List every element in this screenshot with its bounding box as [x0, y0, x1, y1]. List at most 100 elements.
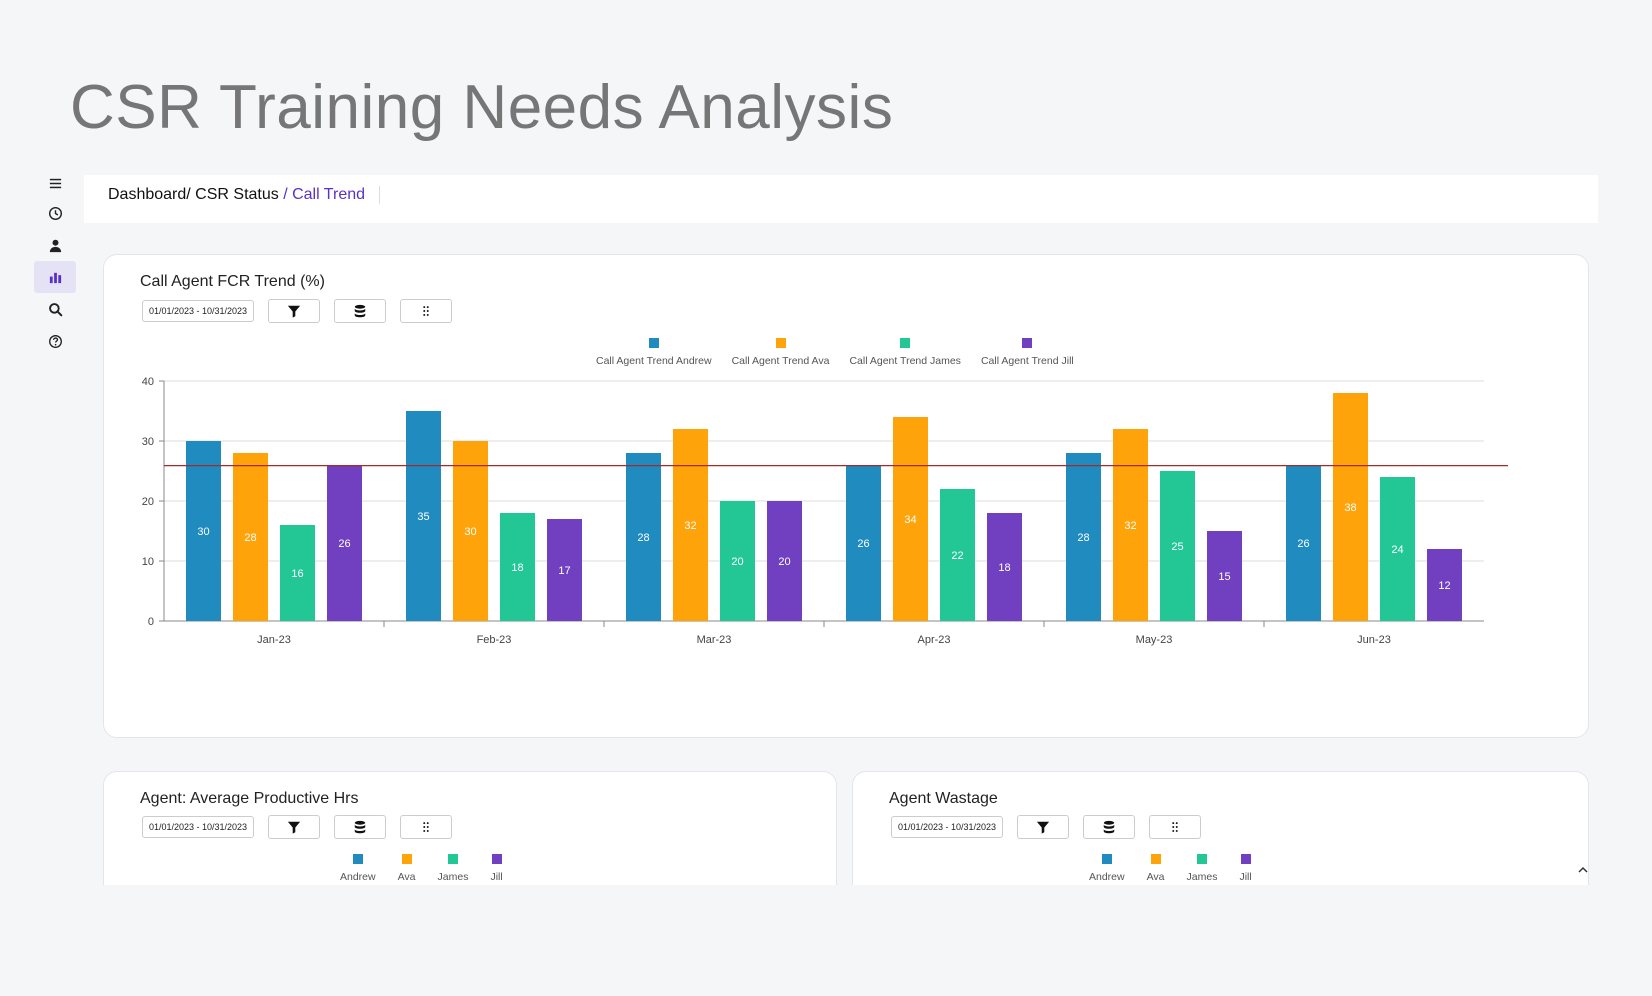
date-range-picker[interactable]: 01/01/2023 - 10/31/2023 [142, 300, 254, 322]
data-source-button[interactable] [334, 299, 386, 323]
x-tick-label: Jan-23 [257, 634, 291, 646]
database-icon [354, 820, 366, 834]
legend-label: Call Agent Trend Ava [731, 355, 830, 367]
sidebar-item-history[interactable] [34, 197, 76, 229]
bar [893, 417, 928, 621]
card-controls: 01/01/2023 - 10/31/2023 [142, 299, 452, 323]
drag-handle-button[interactable] [1149, 815, 1201, 839]
bar-data-label: 30 [464, 526, 476, 538]
legend-item-james[interactable]: Call Agent Trend James [849, 338, 961, 367]
bar-data-label: 18 [998, 562, 1010, 574]
card-title: Agent Wastage [889, 790, 998, 807]
menu-icon [49, 178, 61, 188]
bar [1286, 465, 1321, 621]
sidebar-item-help[interactable] [34, 325, 76, 357]
bar [940, 489, 975, 621]
legend-item-ava[interactable]: Call Agent Trend Ava [731, 338, 830, 367]
legend-label: James [1186, 871, 1218, 883]
x-tick-label: Feb-23 [477, 634, 512, 646]
legend-item-jill[interactable]: Call Agent Trend Jill [981, 338, 1074, 367]
y-tick-label: 30 [142, 436, 154, 448]
chevron-up-icon [1578, 866, 1588, 873]
x-tick-label: Mar-23 [697, 634, 732, 646]
legend-swatch [1150, 854, 1161, 864]
database-icon [354, 304, 366, 318]
page-title: CSR Training Needs Analysis [70, 73, 894, 142]
legend-swatch [1240, 854, 1251, 864]
legend-item-ava[interactable]: Ava [398, 854, 416, 883]
breadcrumb-call-trend: / Call Trend [278, 186, 366, 203]
legend-item-ava[interactable]: Ava [1147, 854, 1165, 883]
bar [453, 441, 488, 621]
bar-data-label: 34 [904, 514, 916, 526]
sidebar-item-agents[interactable] [34, 229, 76, 261]
breadcrumb-dashboard[interactable]: Dashboard/ [108, 186, 191, 203]
bar [1333, 393, 1368, 621]
drag-handle-button[interactable] [400, 299, 452, 323]
bar [626, 453, 661, 621]
bar-data-label: 30 [197, 526, 209, 538]
bar [767, 501, 802, 621]
y-tick-label: 20 [142, 496, 154, 508]
legend-swatch [775, 338, 786, 348]
chart-legend: Call Agent Trend Andrew Call Agent Trend… [596, 338, 1074, 367]
legend-item-andrew[interactable]: Andrew [340, 854, 376, 883]
bar [500, 513, 535, 621]
bar [1427, 549, 1462, 621]
drag-handle-button[interactable] [400, 815, 452, 839]
bar-data-label: 32 [1124, 520, 1136, 532]
bar [1380, 477, 1415, 621]
x-tick-label: May-23 [1136, 634, 1173, 646]
sidebar-item-menu[interactable] [34, 169, 76, 197]
bar-data-label: 28 [637, 532, 649, 544]
app-window: Dashboard/ CSR Status / Call Trend Call … [34, 175, 1598, 885]
date-range-picker[interactable]: 01/01/2023 - 10/31/2023 [891, 816, 1003, 838]
bar [673, 429, 708, 621]
legend-swatch [401, 854, 412, 864]
bar-data-label: 24 [1391, 544, 1403, 556]
bar [1066, 453, 1101, 621]
bar-data-label: 26 [857, 538, 869, 550]
legend-item-james[interactable]: James [438, 854, 468, 883]
scroll-up-button[interactable] [1578, 863, 1588, 877]
bar-data-label: 15 [1218, 571, 1230, 583]
legend-item-jill[interactable]: Jill [490, 854, 503, 883]
sidebar-item-search[interactable] [34, 293, 76, 325]
bar-data-label: 32 [684, 520, 696, 532]
legend-swatch [900, 338, 911, 348]
database-icon [1103, 820, 1115, 834]
chart-legend: Andrew Ava James Jill [1089, 854, 1252, 883]
card-title: Call Agent FCR Trend (%) [140, 273, 325, 290]
legend-item-andrew[interactable]: Andrew [1089, 854, 1125, 883]
y-tick-label: 40 [142, 376, 154, 388]
legend-item-jill[interactable]: Jill [1239, 854, 1252, 883]
bar-data-label: 18 [511, 562, 523, 574]
data-source-button[interactable] [334, 815, 386, 839]
bar [280, 525, 315, 621]
legend-item-andrew[interactable]: Call Agent Trend Andrew [596, 338, 712, 367]
bar [720, 501, 755, 621]
bar [1113, 429, 1148, 621]
help-icon [48, 334, 62, 348]
breadcrumb-csr-status[interactable]: CSR Status [190, 186, 279, 203]
user-icon [49, 239, 61, 252]
legend-swatch [447, 854, 458, 864]
bar-data-label: 20 [778, 556, 790, 568]
data-source-button[interactable] [1083, 815, 1135, 839]
search-icon [48, 302, 62, 316]
legend-item-james[interactable]: James [1186, 854, 1218, 883]
legend-swatch [1196, 854, 1207, 864]
bar-data-label: 28 [244, 532, 256, 544]
filter-button[interactable] [268, 815, 320, 839]
legend-swatch [352, 854, 363, 864]
bar [547, 519, 582, 621]
card-controls: 01/01/2023 - 10/31/2023 [891, 815, 1201, 839]
drag-handle-icon [423, 306, 429, 316]
filter-button[interactable] [268, 299, 320, 323]
legend-label: Jill [490, 871, 503, 883]
bar-data-label: 25 [1171, 541, 1183, 553]
date-range-picker[interactable]: 01/01/2023 - 10/31/2023 [142, 816, 254, 838]
filter-button[interactable] [1017, 815, 1069, 839]
sidebar-item-reports[interactable] [34, 261, 76, 293]
legend-swatch [648, 338, 659, 348]
